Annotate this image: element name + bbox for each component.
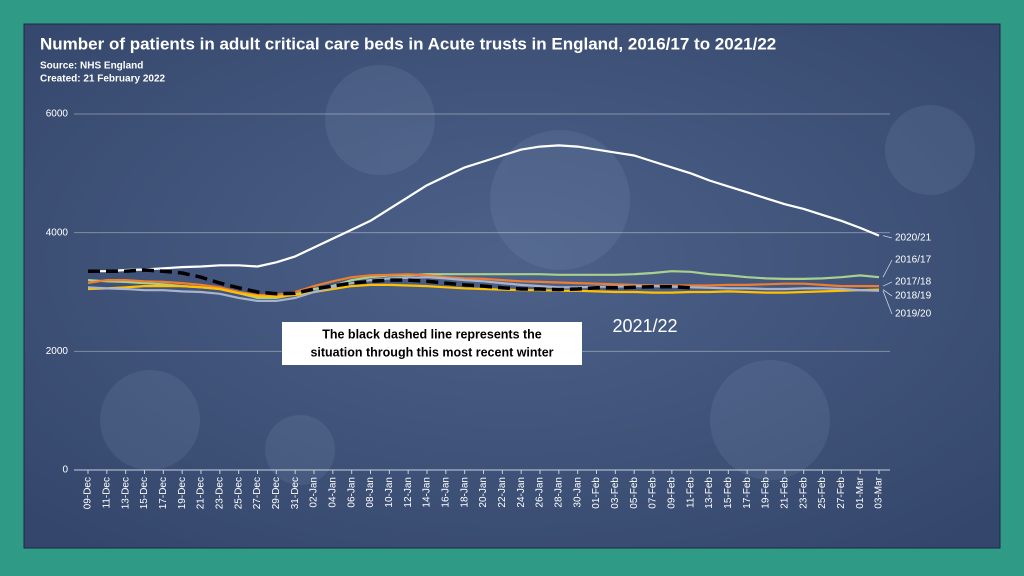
y-tick-label: 4000: [46, 227, 69, 238]
y-tick-label: 6000: [46, 109, 69, 120]
annotation: The black dashed line represents the: [322, 327, 542, 341]
x-tick-label: 21-Dec: [196, 477, 207, 509]
x-tick-label: 21-Feb: [779, 477, 790, 509]
series-line: [88, 144, 880, 273]
label-leader: [882, 281, 893, 287]
x-tick-label: 01-Mar: [855, 476, 866, 508]
x-tick-label: 11-Feb: [685, 477, 696, 508]
x-tick-label: 13-Feb: [704, 477, 715, 509]
x-tick-label: 25-Dec: [233, 477, 244, 509]
x-tick-label: 03-Feb: [610, 477, 621, 509]
y-tick-label: 2000: [46, 346, 69, 357]
series-line: [88, 268, 691, 296]
x-tick-label: 30-Jan: [572, 477, 583, 508]
series-line: [87, 283, 880, 298]
x-tick-label: 20-Jan: [478, 477, 489, 508]
x-tick-label: 19-Dec: [177, 477, 188, 509]
x-tick-label: 12-Jan: [403, 477, 414, 508]
x-tick-label: 28-Jan: [553, 477, 564, 508]
x-tick-label: 24-Jan: [516, 477, 527, 508]
series-label: 2021/22: [612, 316, 677, 336]
x-tick-label: 11-Dec: [101, 477, 112, 509]
series-line: [87, 273, 879, 297]
x-tick-label: 15-Dec: [139, 477, 150, 509]
x-tick-label: 26-Jan: [535, 477, 546, 508]
x-tick-label: 05-Feb: [629, 477, 640, 509]
label-leader: [882, 259, 893, 278]
x-tick-label: 14-Jan: [422, 477, 433, 508]
y-tick-label: 0: [62, 465, 68, 476]
x-tick-label: 23-Dec: [214, 477, 225, 509]
label-leader: [882, 290, 893, 315]
label-leader: [882, 289, 893, 297]
x-tick-label: 23-Feb: [798, 477, 809, 509]
chart-title: Number of patients in adult critical car…: [40, 34, 776, 53]
created: Created: 21 February 2022: [40, 74, 166, 85]
x-tick-label: 09-Dec: [83, 477, 94, 509]
annotation: situation through this most recent winte…: [310, 345, 553, 359]
x-tick-label: 18-Jan: [459, 477, 470, 508]
x-tick-label: 06-Jan: [346, 477, 357, 508]
x-tick-label: 16-Jan: [440, 477, 451, 508]
series-label: 2019/20: [895, 309, 932, 320]
x-tick-label: 08-Jan: [365, 477, 376, 508]
x-tick-label: 10-Jan: [384, 477, 395, 508]
series-label: 2016/17: [895, 255, 932, 266]
series-label: 2018/19: [895, 291, 932, 302]
x-tick-label: 27-Feb: [836, 477, 847, 509]
x-tick-label: 02-Jan: [309, 477, 320, 508]
x-tick-label: 17-Dec: [158, 477, 169, 509]
series-label: 2017/18: [895, 277, 932, 288]
series-label: 2020/21: [895, 233, 932, 244]
x-tick-label: 29-Dec: [271, 477, 282, 509]
annotation-box: [282, 322, 582, 365]
x-tick-label: 13-Dec: [120, 477, 131, 509]
x-tick-label: 07-Feb: [648, 477, 659, 509]
plot: 0 2000 4000 6000 09-Dec 11-Dec 13-Dec 15-Dec 17-…: [46, 109, 932, 510]
x-tick-label: 03-Mar: [874, 476, 885, 508]
x-tick-label: 04-Jan: [327, 477, 338, 508]
label-leader: [882, 235, 893, 239]
x-tick-label: 25-Feb: [817, 477, 828, 509]
source: Source: NHS England: [40, 61, 143, 72]
x-tick-label: 15-Feb: [723, 477, 734, 509]
x-tick-label: 19-Feb: [761, 477, 772, 509]
x-tick-label: 01-Feb: [591, 477, 602, 509]
x-tick-label: 31-Dec: [290, 477, 301, 509]
x-tick-label: 27-Dec: [252, 477, 263, 509]
x-tick-label: 17-Feb: [742, 477, 753, 509]
x-tick-label: 09-Feb: [666, 477, 677, 509]
background-texture: [100, 65, 975, 485]
series-line: [87, 276, 880, 302]
x-tick-label: 22-Jan: [497, 477, 508, 508]
